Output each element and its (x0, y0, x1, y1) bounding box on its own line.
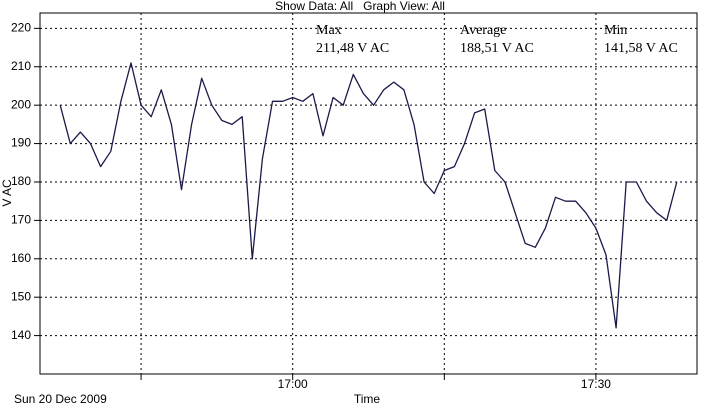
stat-value: 141,58 V AC (604, 41, 678, 56)
data-line (59, 62, 678, 329)
y-tick-label: 180 (11, 174, 31, 188)
chart-title: Show Data: All Graph View: All (275, 0, 445, 13)
stat-label: Min (604, 23, 627, 38)
date-label: Sun 20 Dec 2009 (14, 392, 107, 406)
x-axis-label: Time (354, 392, 381, 406)
y-tick-label: 210 (11, 59, 31, 73)
stat-value: 188,51 V AC (460, 41, 534, 56)
y-tick-label: 190 (11, 136, 31, 150)
y-tick-label: 150 (11, 289, 31, 303)
y-tick-label: 200 (11, 97, 31, 111)
y-tick-label: 160 (11, 251, 31, 265)
x-tick-label: 17:00 (278, 377, 308, 391)
stat-label: Average (460, 23, 506, 38)
y-axis-label: V AC (0, 179, 14, 207)
x-tick-label: 17:30 (581, 377, 611, 391)
stat-label: Max (316, 23, 342, 38)
stat-value: 211,48 V AC (316, 41, 389, 56)
y-tick-label: 220 (11, 21, 31, 35)
plot-frame (39, 12, 698, 375)
y-tick-label: 140 (11, 328, 31, 342)
y-tick-label: 170 (11, 213, 31, 227)
